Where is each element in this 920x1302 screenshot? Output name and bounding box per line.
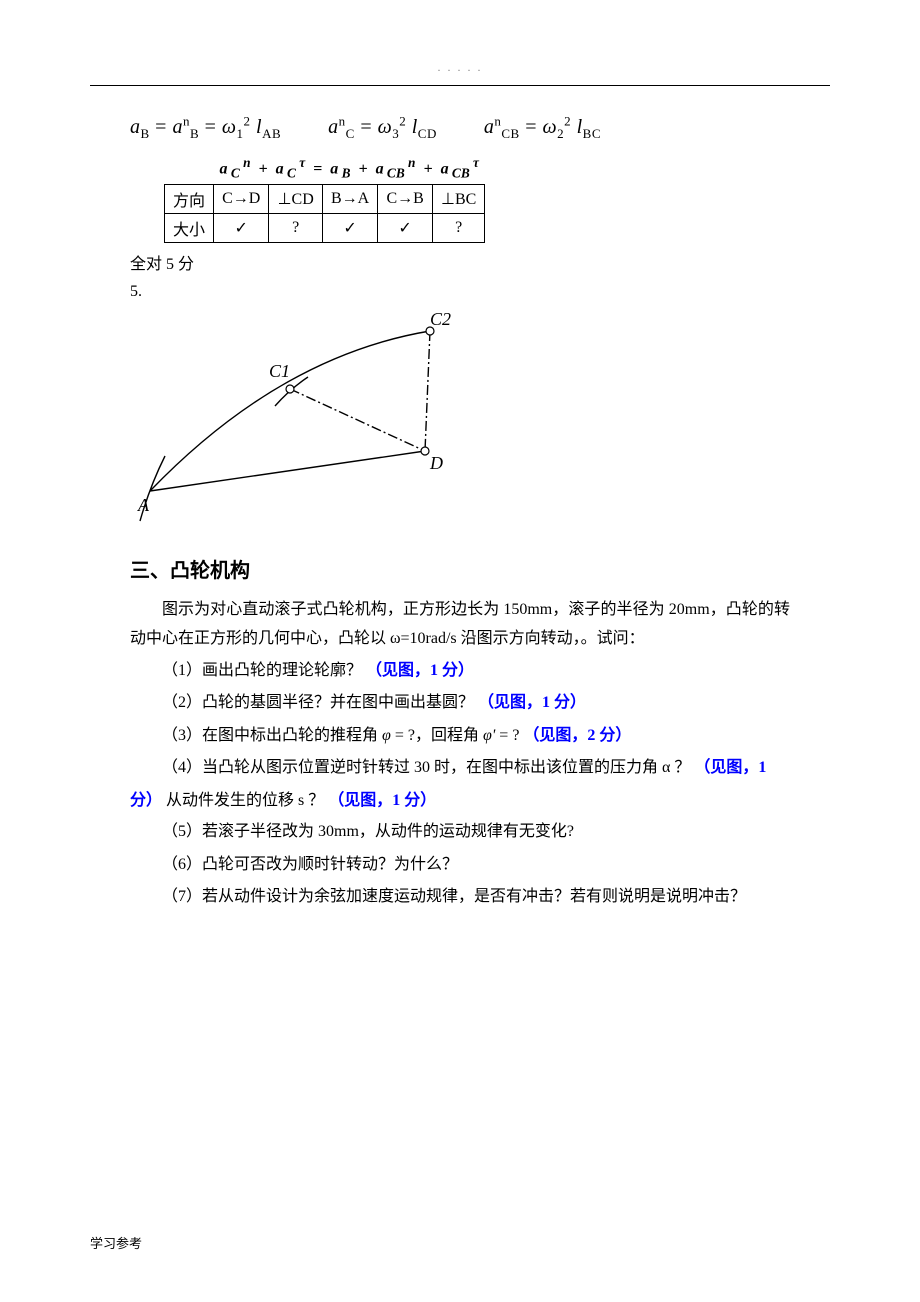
- e2-l-sub: CD: [418, 126, 437, 141]
- table-row-direction: 方向 C→D ⊥CD B→A C→B ⊥BC: [165, 184, 485, 213]
- label-D: D: [429, 453, 443, 473]
- e3-omega-sub: 2: [557, 126, 564, 141]
- cell: ⊥BC: [432, 184, 485, 213]
- linkage-diagram: A C1 C2 D: [130, 311, 830, 536]
- e1-mid: a: [172, 116, 183, 138]
- q2-text: （2）凸轮的基圆半径？并在图中画出基圆？: [162, 694, 474, 711]
- q4-note-b: （见图，1 分）: [328, 792, 436, 809]
- cell: ✓: [378, 213, 433, 242]
- label-A: A: [137, 495, 150, 515]
- cell: ✓: [214, 213, 269, 242]
- equations: aB = anB = ω12 lAB anC = ω32 lCD anCB = …: [130, 116, 830, 139]
- table-row-magnitude: 大小 ✓ ? ✓ ✓ ?: [165, 213, 485, 242]
- eq1: aB = anB = ω12 lAB: [130, 116, 287, 138]
- cell: C→D: [214, 184, 269, 213]
- e1-lhs: a: [130, 116, 141, 138]
- cell: ✓: [322, 213, 377, 242]
- page: . . . . . aB = anB = ω12 lAB anC = ω32 l…: [0, 0, 920, 1302]
- e3-l-sub: BC: [583, 126, 601, 141]
- q4-text-a: （4）当凸轮从图示位置逆时针转过 30 时，在图中标出该位置的压力角 α ？: [162, 759, 690, 776]
- eq3: anCB = ω22 lBC: [484, 116, 601, 138]
- cell: ⊥CD: [269, 184, 322, 213]
- q4-text-b: 从动件发生的位移 s ？: [166, 792, 324, 809]
- question-5-number: 5.: [130, 278, 830, 305]
- q3-text-a: （3）在图中标出凸轮的推程角: [162, 727, 378, 744]
- q1-note: （见图，1 分）: [366, 662, 474, 679]
- row-label-magnitude: 大小: [165, 213, 214, 242]
- cell: ?: [432, 213, 485, 242]
- q-item-5: （5）若滚子半径改为 30mm，从动件的运动规律有无变化?: [130, 817, 790, 847]
- q3-text-c: = ?: [499, 727, 523, 744]
- e1-omega-sub: 1: [237, 126, 244, 141]
- q-item-4: （4）当凸轮从图示位置逆时针转过 30 时，在图中标出该位置的压力角 α ？ （…: [130, 753, 790, 783]
- vector-table: a C n + a C τ = a B + a CB n + a CB τ 方向…: [164, 153, 485, 243]
- label-C2: C2: [430, 311, 451, 329]
- q3-phi2: φ': [483, 727, 495, 744]
- cell: ?: [269, 213, 322, 242]
- e3-omega: ω: [542, 116, 557, 138]
- diagram-svg: A C1 C2 D: [130, 311, 490, 531]
- cell: C→B: [378, 184, 433, 213]
- th-equation: a C n + a C τ = a B + a CB n + a CB τ: [214, 153, 485, 184]
- header-rule: [90, 85, 830, 86]
- q1-text: （1）画出凸轮的理论轮廓？: [162, 662, 362, 679]
- footer-text: 学习参考: [90, 1233, 142, 1252]
- q-item-2: （2）凸轮的基圆半径？并在图中画出基圆？ （见图，1 分）: [130, 688, 790, 718]
- eq2: anC = ω32 lCD: [328, 116, 442, 138]
- q-item-6: （6）凸轮可否改为顺时针转动？为什么？: [130, 850, 790, 880]
- th-blank: [165, 153, 214, 184]
- e3-lhs-sub: CB: [501, 126, 519, 141]
- q3-phi1: φ: [382, 727, 391, 744]
- q3-text-b: = ?，回程角: [395, 727, 479, 744]
- header-marks: . . . . .: [90, 60, 830, 75]
- e1-lhs-sub: B: [141, 126, 150, 141]
- e2-lhs-sub: C: [346, 126, 355, 141]
- q-item-7: （7）若从动件设计为余弦加速度运动规律，是否有冲击？若有则说明是说明冲击？: [130, 882, 790, 912]
- e2-lhs: a: [328, 116, 339, 138]
- e2-omega: ω: [378, 116, 393, 138]
- e1-l-sub: AB: [262, 126, 281, 141]
- e3-lhs: a: [484, 116, 495, 138]
- e2-lhs-sup: n: [339, 113, 346, 128]
- q-item-1: （1）画出凸轮的理论轮廓？ （见图，1 分）: [130, 656, 790, 686]
- q3-note: （见图，2 分）: [523, 727, 631, 744]
- intro-paragraph: 图示为对心直动滚子式凸轮机构，正方形边长为 150mm，滚子的半径为 20mm，…: [130, 595, 790, 654]
- q-item-4-cont: 分） 从动件发生的位移 s ？ （见图，1 分）: [130, 786, 790, 816]
- q-item-3: （3）在图中标出凸轮的推程角 φ = ?，回程角 φ' = ? （见图，2 分）: [130, 721, 790, 751]
- q4-note-a: （见图，1: [694, 759, 766, 776]
- all-correct-note: 全对 5 分: [130, 251, 830, 278]
- q4-note-cont: 分）: [130, 792, 162, 809]
- section-title: 三、凸轮机构: [130, 554, 830, 583]
- cell: B→A: [322, 184, 377, 213]
- table-header-row: a C n + a C τ = a B + a CB n + a CB τ: [165, 153, 485, 184]
- label-C1: C1: [269, 361, 290, 381]
- row-label-direction: 方向: [165, 184, 214, 213]
- e1-mid-sup: n: [183, 113, 190, 128]
- e1-omega: ω: [222, 116, 237, 138]
- e2-omega-sub: 3: [392, 126, 399, 141]
- q2-note: （见图，1 分）: [478, 694, 586, 711]
- e1-mid-sub: B: [190, 126, 199, 141]
